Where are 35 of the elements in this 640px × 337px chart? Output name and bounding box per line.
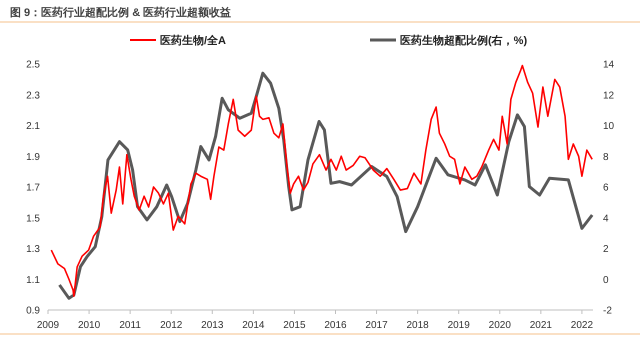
- y-tick-label: 2.5: [26, 60, 40, 70]
- legend-label: 医药生物/全A: [160, 34, 226, 47]
- x-tick-label: 2020: [488, 320, 512, 331]
- x-tick-label: 2011: [119, 320, 142, 331]
- x-tick-label: 2015: [283, 320, 306, 331]
- y2-tick-label: 2: [603, 244, 609, 255]
- x-tick-label: 2022: [570, 320, 594, 331]
- x-tick-label: 2010: [78, 320, 101, 331]
- y-tick-label: 1.5: [26, 213, 40, 224]
- y2-tick-label: 14: [603, 60, 615, 70]
- y2-tick-label: 12: [603, 90, 615, 102]
- y2-tick-label: 0: [603, 274, 609, 286]
- y2-tick-label: -2: [603, 306, 612, 316]
- y-tick-label: 1.1: [26, 274, 40, 286]
- x-tick-label: 2014: [242, 320, 265, 331]
- x-tick-label: 2021: [530, 320, 552, 331]
- y-tick-label: 2.3: [26, 90, 40, 102]
- y-tick-label: 0.9: [26, 306, 40, 316]
- x-tick-label: 2018: [406, 320, 430, 331]
- y2-tick-label: 10: [603, 121, 615, 132]
- x-tick-label: 2013: [201, 320, 224, 331]
- x-tick-label: 2016: [324, 320, 348, 331]
- legend-label: 医药生物超配比例(右，%): [400, 34, 528, 47]
- y2-tick-label: 8: [603, 152, 609, 163]
- x-tick-label: 2019: [448, 320, 470, 331]
- x-tick-label: 2012: [160, 320, 183, 331]
- y-tick-label: 1.3: [26, 244, 40, 255]
- y-tick-label: 2.1: [26, 121, 40, 132]
- y2-tick-label: 6: [603, 182, 609, 194]
- chart-title: 图 9：医药行业超配比例 & 医药行业超额收益: [10, 6, 232, 19]
- y-tick-label: 1.9: [26, 152, 40, 163]
- x-tick-label: 2009: [36, 320, 60, 331]
- x-tick-label: 2017: [365, 320, 388, 331]
- y2-tick-label: 4: [603, 213, 609, 224]
- y-tick-label: 1.7: [26, 182, 40, 194]
